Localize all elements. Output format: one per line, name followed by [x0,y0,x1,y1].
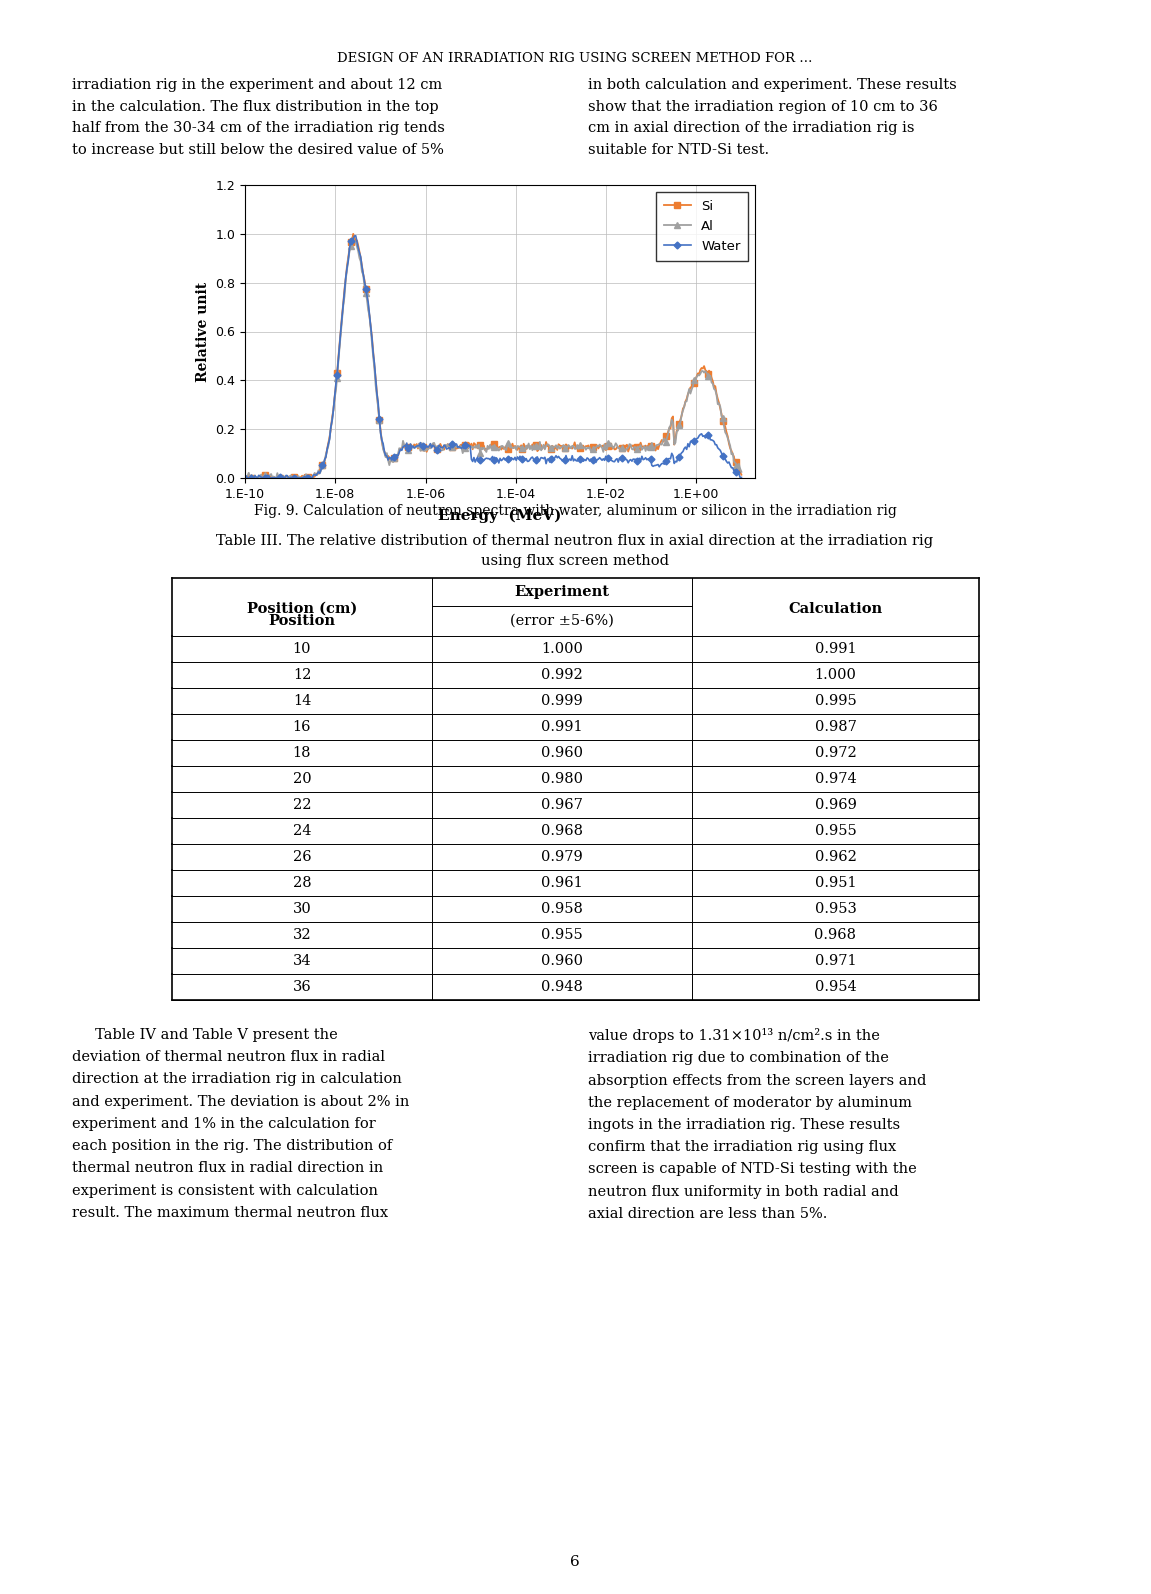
Text: 0.955: 0.955 [815,824,856,838]
Text: 0.967: 0.967 [541,799,582,811]
Line: Al: Al [242,238,745,481]
Text: 10: 10 [292,642,311,657]
Text: 0.992: 0.992 [541,668,582,682]
Si [734,465,748,485]
Text: Fig. 9. Calculation of neutron spectra with water, aluminum or silicon in the ir: Fig. 9. Calculation of neutron spectra w… [253,504,897,518]
Text: 0.987: 0.987 [815,720,856,733]
Text: 20: 20 [292,771,311,786]
X-axis label: Energy  (MeV): Energy (MeV) [439,508,562,523]
Text: in both calculation and experiment. These results
show that the irradiation regi: in both calculation and experiment. Thes… [588,78,956,158]
Water [734,469,748,488]
Text: 32: 32 [292,928,311,942]
Text: 0.958: 0.958 [541,902,582,917]
Text: 0.999: 0.999 [541,693,582,708]
Text: Table IV and Table V present the
deviation of thermal neutron flux in radial
dir: Table IV and Table V present the deviati… [73,1028,410,1219]
Al [346,230,360,249]
Text: 0.960: 0.960 [541,953,584,968]
Text: 36: 36 [292,980,312,995]
Text: 26: 26 [292,850,311,864]
Si [298,465,312,485]
Text: 34: 34 [292,953,311,968]
Legend: Si, Al, Water: Si, Al, Water [656,191,748,261]
Text: 1.000: 1.000 [541,642,582,657]
Al [551,437,565,456]
Line: Si: Si [242,231,745,481]
Text: 0.951: 0.951 [815,877,856,889]
Text: 30: 30 [292,902,312,917]
Text: 22: 22 [292,799,311,811]
Text: 16: 16 [292,720,311,733]
Water [437,435,451,454]
Line: Water: Water [243,233,744,480]
Text: value drops to 1.31×10¹³ n/cm².s in the
irradiation rig due to combination of th: value drops to 1.31×10¹³ n/cm².s in the … [588,1028,927,1221]
Text: 0.979: 0.979 [541,850,582,864]
Si [597,440,611,459]
Water [241,469,254,488]
Text: DESIGN OF AN IRRADIATION RIG USING SCREEN METHOD FOR …: DESIGN OF AN IRRADIATION RIG USING SCREE… [337,53,813,65]
Text: 0.961: 0.961 [541,877,582,889]
Text: 0.980: 0.980 [541,771,584,786]
Text: Position (cm): Position (cm) [246,603,357,615]
Water [349,226,363,245]
Text: 0.974: 0.974 [815,771,856,786]
Al [597,435,611,454]
Si [401,437,414,456]
Text: 14: 14 [292,693,311,708]
Text: Experiment: Experiment [514,585,610,599]
Al [734,462,748,481]
Al [298,469,312,488]
Y-axis label: Relative unit: Relative unit [196,282,209,381]
Text: 0.971: 0.971 [815,953,856,968]
Water [599,446,612,465]
Text: 0.991: 0.991 [541,720,582,733]
Text: Position: Position [268,614,335,628]
Text: 0.962: 0.962 [815,850,856,864]
Water [403,437,417,456]
Text: 28: 28 [292,877,311,889]
Text: Table III. The relative distribution of thermal neutron flux in axial direction : Table III. The relative distribution of … [216,534,933,548]
Text: 0.991: 0.991 [815,642,856,657]
Text: Calculation: Calculation [788,603,883,615]
Text: 0.995: 0.995 [815,693,856,708]
Si [436,438,450,457]
Al [600,440,613,459]
Text: (error ±5-6%): (error ±5-6%) [510,614,613,628]
Text: 12: 12 [292,668,311,682]
Text: 18: 18 [292,746,311,760]
Water [238,469,252,488]
Water [552,448,566,467]
Text: using flux screen method: using flux screen method [481,555,669,567]
Text: 0.968: 0.968 [541,824,584,838]
Al [238,469,252,488]
Text: 0.969: 0.969 [815,799,856,811]
Text: 0.953: 0.953 [815,902,856,917]
Si [238,469,252,488]
Al [436,440,450,459]
Text: irradiation rig in the experiment and about 12 cm
in the calculation. The flux d: irradiation rig in the experiment and ab… [73,78,445,158]
Text: 0.955: 0.955 [541,928,582,942]
Text: 0.972: 0.972 [815,746,856,760]
Text: 0.968: 0.968 [815,928,856,942]
Text: 0.954: 0.954 [815,980,856,995]
Text: 0.948: 0.948 [541,980,582,995]
Si [346,225,360,244]
Water [299,469,313,488]
Si [600,438,613,457]
Text: 6: 6 [570,1556,580,1568]
Si [551,435,565,454]
Text: 0.960: 0.960 [541,746,584,760]
Water [601,448,615,467]
Text: 1.000: 1.000 [815,668,856,682]
Al [401,442,414,461]
Text: 24: 24 [292,824,311,838]
